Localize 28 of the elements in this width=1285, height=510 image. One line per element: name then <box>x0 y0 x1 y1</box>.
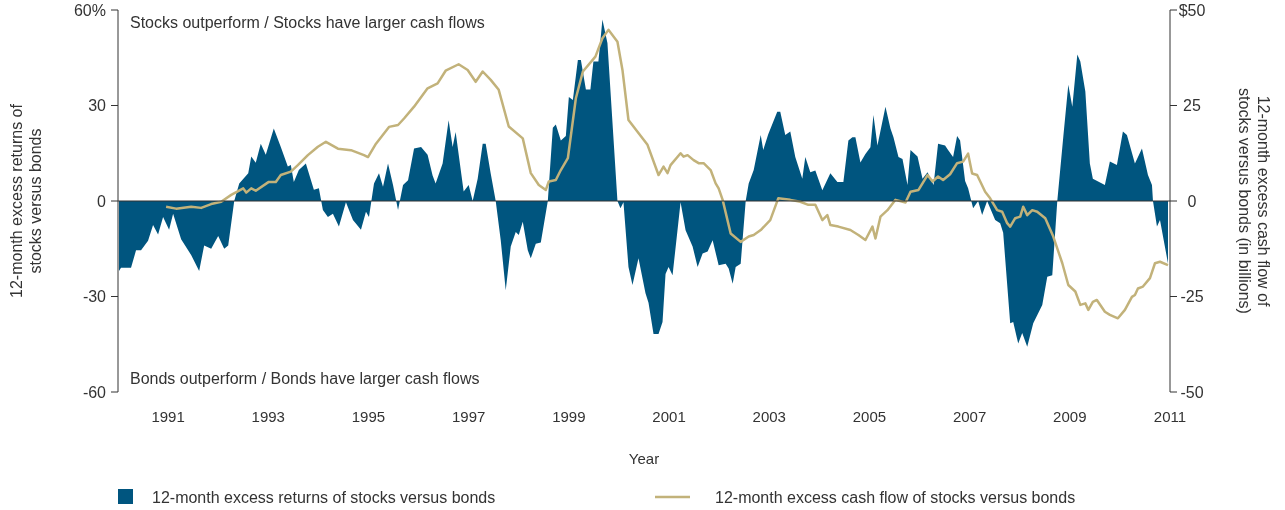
x-tick-label: 1995 <box>351 408 386 425</box>
y-tick-label: -30 <box>82 288 107 306</box>
x-tick-label: 2007 <box>952 408 987 425</box>
x-tick-label: 2005 <box>852 408 887 425</box>
y2-axis-title: 12-month excess cash flow of stocks versus bonds (in billions) <box>1235 88 1272 314</box>
legend-label: 12-month excess cash flow of stocks versus bonds <box>715 488 1076 506</box>
y2-tick-label: -25 <box>1180 288 1204 306</box>
x-axis-title: Year <box>628 450 660 467</box>
x-tick-label: 2009 <box>1053 408 1087 425</box>
y2-tick-label: $50 <box>1178 1 1206 19</box>
y2-tick-label: -50 <box>1180 383 1204 401</box>
legend-label: 12-month excess returns of stocks versus bonds <box>152 488 496 506</box>
annotation: Bonds outperform / Bonds have larger cash flows <box>130 370 480 387</box>
y-tick-label: 60% <box>73 1 106 19</box>
annotation: Stocks outperform / Stocks have larger cash flows <box>130 14 485 31</box>
y-tick-label: 30 <box>88 97 107 115</box>
x-tick-label: 1999 <box>552 408 586 425</box>
x-tick-label: 2001 <box>652 408 686 425</box>
x-tick-label: 1991 <box>151 408 185 425</box>
y-axis-title: 12-month excess returns of stocks versus bonds <box>8 103 45 298</box>
y-tick-label: -60 <box>82 383 107 401</box>
x-tick-label: 1997 <box>451 408 486 425</box>
x-tick-label: 1993 <box>251 408 285 425</box>
y2-tick-label: 0 <box>1187 192 1197 210</box>
y-tick-label: 0 <box>97 192 107 210</box>
x-tick-label: 2011 <box>1153 408 1187 425</box>
x-tick-label: 2003 <box>752 408 786 425</box>
y2-tick-label: 25 <box>1183 97 1201 115</box>
